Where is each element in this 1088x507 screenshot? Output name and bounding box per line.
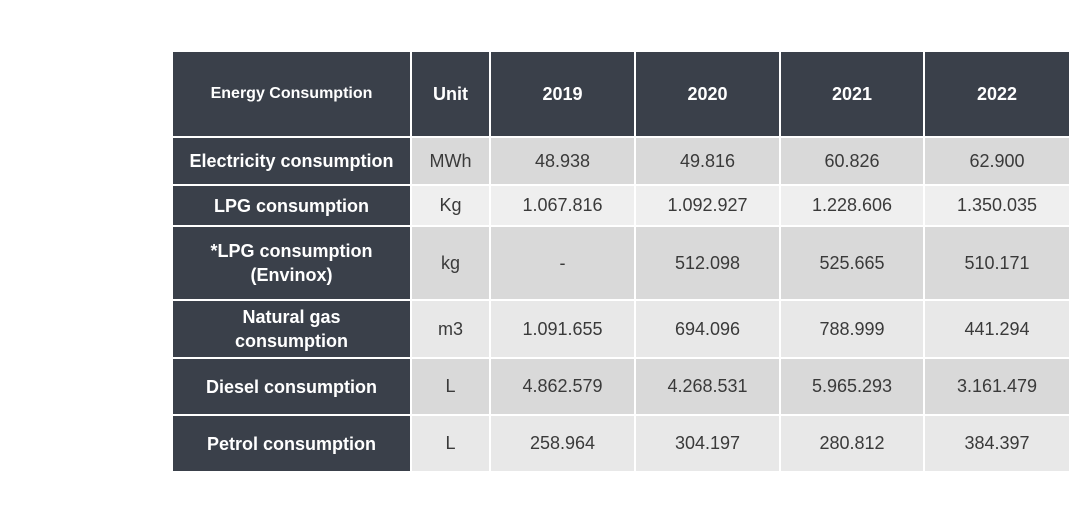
unit-cell: m3 (412, 301, 489, 357)
value-cell: 304.197 (636, 416, 779, 471)
value-cell: 62.900 (925, 138, 1069, 184)
header-year-2019: 2019 (491, 52, 634, 136)
row-label-line: Natural gas (242, 307, 341, 327)
value-cell: 1.228.606 (781, 186, 923, 225)
row-label: *LPG consumption (Envinox) (173, 227, 410, 299)
value-cell: 788.999 (781, 301, 923, 357)
value-cell: 49.816 (636, 138, 779, 184)
unit-cell: L (412, 416, 489, 471)
value-cell: 280.812 (781, 416, 923, 471)
value-cell: 1.092.927 (636, 186, 779, 225)
header-year-2022: 2022 (925, 52, 1069, 136)
row-label: LPG consumption (173, 186, 410, 225)
header-energy-consumption: Energy Consumption (173, 52, 410, 136)
row-label: Electricity consumption (173, 138, 410, 184)
value-cell: 258.964 (491, 416, 634, 471)
table-row: Diesel consumption L 4.862.579 4.268.531… (173, 359, 1069, 414)
header-row: Energy Consumption Unit 2019 2020 2021 2… (173, 52, 1069, 136)
header-year-2021: 2021 (781, 52, 923, 136)
table-row: *LPG consumption (Envinox) kg - 512.098 5… (173, 227, 1069, 299)
value-cell: 694.096 (636, 301, 779, 357)
row-label-line: *LPG consumption (210, 241, 373, 261)
value-cell: 3.161.479 (925, 359, 1069, 414)
header-year-2020: 2020 (636, 52, 779, 136)
row-label: Diesel consumption (173, 359, 410, 414)
table-row: Petrol consumption L 258.964 304.197 280… (173, 416, 1069, 471)
energy-consumption-table: Energy Consumption Unit 2019 2020 2021 2… (171, 50, 1071, 473)
value-cell: - (491, 227, 634, 299)
table-row: Natural gas consumption m3 1.091.655 694.… (173, 301, 1069, 357)
unit-cell: kg (412, 227, 489, 299)
value-cell: 1.067.816 (491, 186, 634, 225)
row-label: Petrol consumption (173, 416, 410, 471)
value-cell: 1.350.035 (925, 186, 1069, 225)
value-cell: 60.826 (781, 138, 923, 184)
unit-cell: L (412, 359, 489, 414)
row-label-line: consumption (235, 331, 348, 351)
table-row: LPG consumption Kg 1.067.816 1.092.927 1… (173, 186, 1069, 225)
header-unit: Unit (412, 52, 489, 136)
value-cell: 525.665 (781, 227, 923, 299)
table-row: Electricity consumption MWh 48.938 49.81… (173, 138, 1069, 184)
unit-cell: MWh (412, 138, 489, 184)
unit-cell: Kg (412, 186, 489, 225)
value-cell: 510.171 (925, 227, 1069, 299)
value-cell: 5.965.293 (781, 359, 923, 414)
row-label-line: (Envinox) (250, 265, 333, 285)
value-cell: 4.268.531 (636, 359, 779, 414)
value-cell: 48.938 (491, 138, 634, 184)
value-cell: 1.091.655 (491, 301, 634, 357)
value-cell: 441.294 (925, 301, 1069, 357)
row-label: Natural gas consumption (173, 301, 410, 357)
value-cell: 4.862.579 (491, 359, 634, 414)
value-cell: 384.397 (925, 416, 1069, 471)
value-cell: 512.098 (636, 227, 779, 299)
